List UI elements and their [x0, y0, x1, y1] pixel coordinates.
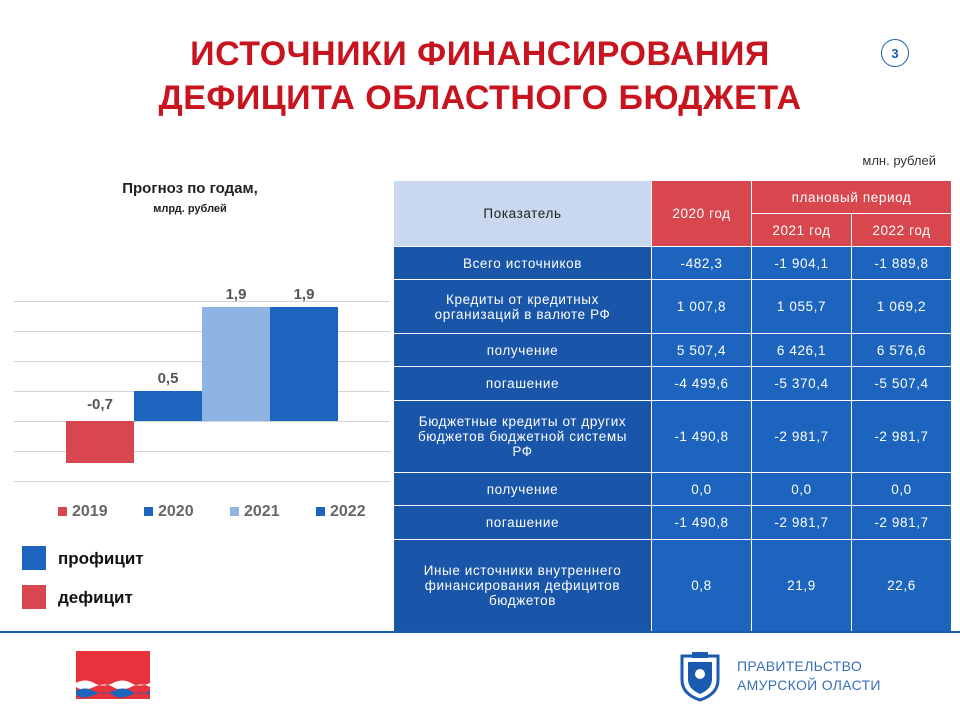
cell-2021: 1 055,7 [751, 279, 852, 334]
table-row: погашение -1 490,8 -2 981,7 -2 981,7 [393, 505, 953, 540]
row-label: Иные источники внутреннего финансировани… [393, 539, 652, 632]
cell-2021: -1 904,1 [751, 246, 852, 280]
cell-2020: 0,8 [651, 539, 752, 632]
cell-2020: 5 507,4 [651, 333, 752, 367]
cell-2022: 0,0 [850, 472, 953, 506]
row-label: получение [393, 472, 652, 506]
legend-deficit-label: дефицит [58, 588, 133, 607]
cell-2021: -2 981,7 [751, 400, 852, 473]
government-line-2: АМУРСКОЙ ОЛАСТИ [737, 677, 881, 693]
row-label: получение [393, 333, 652, 367]
title-line-2: ДЕФИЦИТА ОБЛАСТНОГО БЮДЖЕТА [158, 79, 802, 117]
region-logo-icon [76, 651, 150, 699]
legend-swatch-2021 [230, 507, 239, 516]
legend-entry-2022: 2022 [330, 503, 366, 520]
table-row: Иные источники внутреннего финансировани… [393, 539, 953, 632]
cell-2021: -5 370,4 [751, 366, 852, 401]
data-label-2022: 1,9 [294, 286, 315, 303]
legend-swatch-2022 [316, 507, 325, 516]
header-2021: 2021 год [751, 213, 852, 247]
cell-2022: 6 576,6 [850, 333, 953, 367]
cell-2020: 1 007,8 [651, 279, 752, 334]
header-planned-period: плановый период [750, 180, 953, 214]
row-label: Всего источников [393, 246, 652, 280]
table-row: погашение -4 499,6 -5 370,4 -5 507,4 [393, 366, 953, 401]
data-label-2021: 1,9 [226, 286, 247, 303]
units-label: млн. рублей [862, 153, 936, 168]
table-row: получение 0,0 0,0 0,0 [393, 472, 953, 506]
header-2020: 2020 год [651, 180, 752, 247]
cell-2020: -1 490,8 [651, 505, 752, 540]
government-line-1: ПРАВИТЕЛЬСТВО [737, 658, 863, 674]
government-name: ПРАВИТЕЛЬСТВО АМУРСКОЙ ОЛАСТИ [737, 657, 881, 695]
bar-2020 [134, 391, 202, 421]
cell-2020: 0,0 [651, 472, 752, 506]
header-indicator: Показатель [393, 180, 652, 247]
data-label-2019: -0,7 [87, 396, 113, 413]
title-line-1: ИСТОЧНИКИ ФИНАНСИРОВАНИЯ [190, 35, 770, 73]
cell-2021: 6 426,1 [751, 333, 852, 367]
page-title: ИСТОЧНИКИ ФИНАНСИРОВАНИЯ ДЕФИЦИТА ОБЛАСТ… [40, 32, 920, 120]
bar-2021 [202, 307, 270, 421]
header-2022: 2022 год [850, 213, 953, 247]
legend-entry-2019: 2019 [72, 503, 108, 520]
legend-surplus-label: профицит [58, 549, 144, 568]
cell-2021: -2 981,7 [751, 505, 852, 540]
table-row: Всего источников -482,3 -1 904,1 -1 889,… [393, 246, 953, 280]
financing-sources-table: Показатель 2020 год плановый период 2021… [393, 180, 953, 632]
data-label-2020: 0,5 [158, 370, 179, 387]
cell-2022: -2 981,7 [850, 400, 953, 473]
coat-of-arms-icon [680, 652, 720, 702]
table-row: получение 5 507,4 6 426,1 6 576,6 [393, 333, 953, 367]
row-label: Бюджетные кредиты от других бюджетов бюд… [393, 400, 652, 473]
cell-2022: -1 889,8 [850, 246, 953, 280]
row-label: Кредиты от кредитных организаций в валют… [393, 279, 652, 334]
cell-2020: -1 490,8 [651, 400, 752, 473]
chart-title: Прогноз по годам, [122, 180, 258, 197]
cell-2022: -2 981,7 [850, 505, 953, 540]
legend-surplus-swatch [22, 546, 46, 570]
legend-deficit-swatch [22, 585, 46, 609]
cell-2022: 22,6 [850, 539, 953, 632]
row-label: погашение [393, 505, 652, 540]
cell-2020: -4 499,6 [651, 366, 752, 401]
bar-2022 [270, 307, 338, 421]
cell-2020: -482,3 [651, 246, 752, 280]
forecast-bar-chart: -0,7 0,5 1,9 1,9 2019 2020 2021 2022 [14, 286, 390, 520]
legend-swatch-2020 [144, 507, 153, 516]
table-row: Кредиты от кредитных организаций в валют… [393, 279, 953, 334]
cell-2022: 1 069,2 [850, 279, 953, 334]
legend-entry-2021: 2021 [244, 503, 280, 520]
table-row: Бюджетные кредиты от других бюджетов бюд… [393, 400, 953, 473]
page-number-badge: 3 [881, 39, 909, 67]
legend-entry-2020: 2020 [158, 503, 194, 520]
bar-2019 [66, 421, 134, 463]
bottom-divider [0, 631, 960, 633]
chart-subtitle: млрд. рублей [153, 203, 227, 215]
cell-2021: 0,0 [751, 472, 852, 506]
legend-swatch-2019 [58, 507, 67, 516]
row-label: погашение [393, 366, 652, 401]
cell-2021: 21,9 [751, 539, 852, 632]
cell-2022: -5 507,4 [850, 366, 953, 401]
